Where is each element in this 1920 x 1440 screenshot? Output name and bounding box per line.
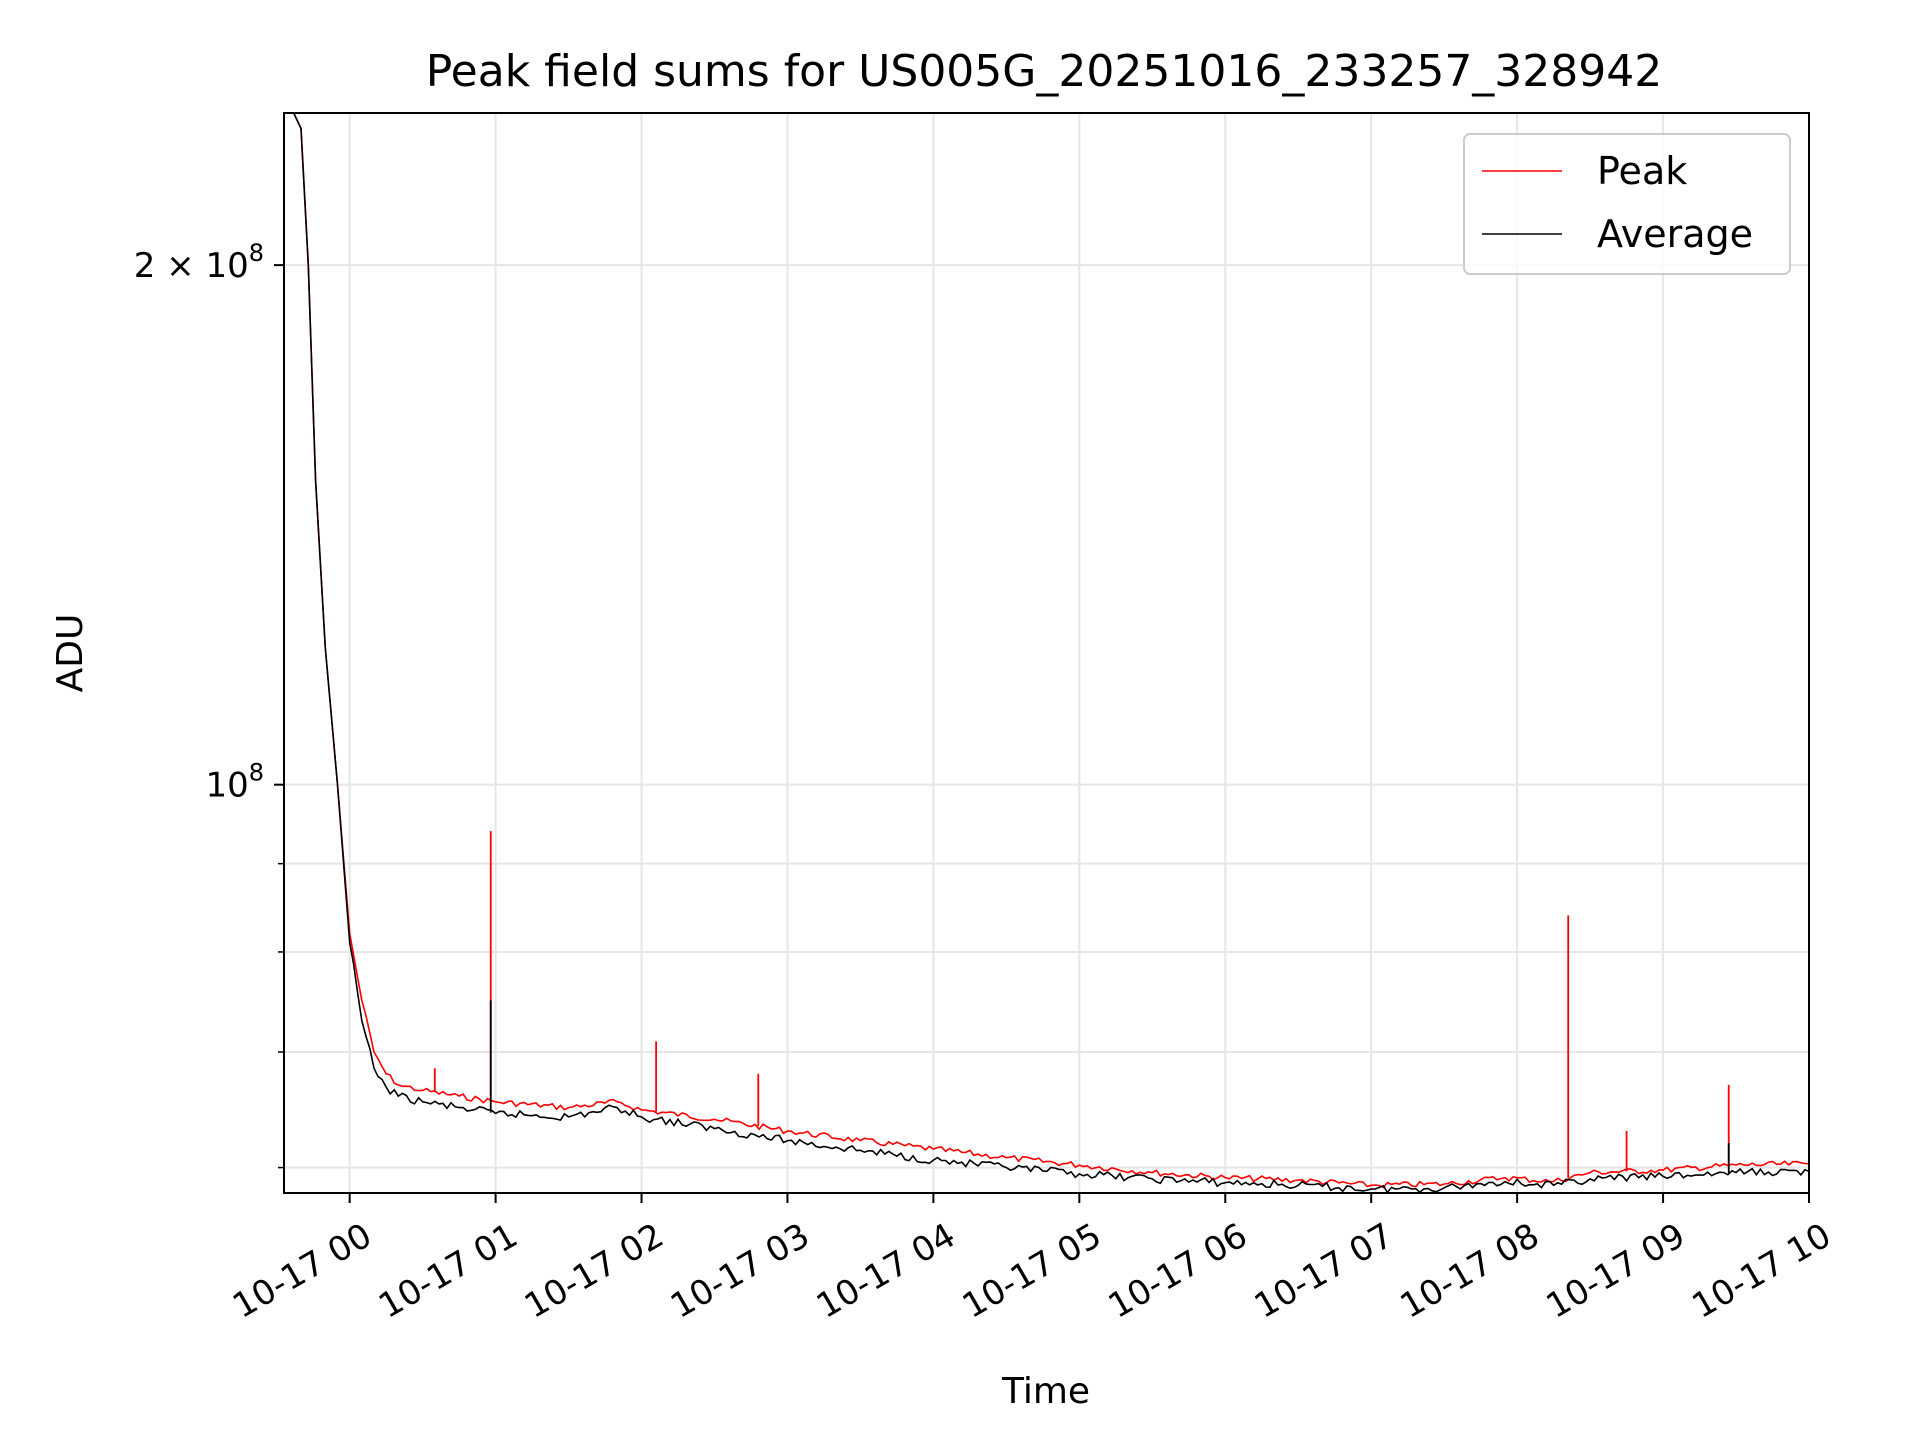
y-tick-base: 10	[205, 766, 248, 806]
y-tick-base: 10	[205, 246, 248, 286]
chart-title: Peak field sums for US005G_20251016_2332…	[426, 46, 1663, 97]
legend-label: Average	[1597, 212, 1753, 256]
series-average	[284, 113, 1809, 1193]
y-tick-label: 2 × 108	[134, 239, 264, 286]
legend: Peak Average	[1463, 133, 1791, 275]
legend-label: Peak	[1597, 149, 1687, 193]
y-axis-label: ADU	[50, 614, 91, 693]
x-axis-label: Time	[1001, 1371, 1090, 1412]
series-line	[284, 113, 1809, 1193]
series-peak	[284, 113, 1809, 1189]
y-tick-mantissa: 2 ×	[134, 246, 206, 286]
series-line	[284, 113, 1809, 1189]
legend-box	[1463, 133, 1791, 275]
series-layer	[284, 113, 1809, 1193]
plot-frame	[283, 112, 1810, 1194]
y-tick-exponent: 8	[249, 759, 264, 787]
y-tick-exponent: 8	[249, 239, 264, 267]
y-tick-label: 108	[205, 759, 264, 806]
